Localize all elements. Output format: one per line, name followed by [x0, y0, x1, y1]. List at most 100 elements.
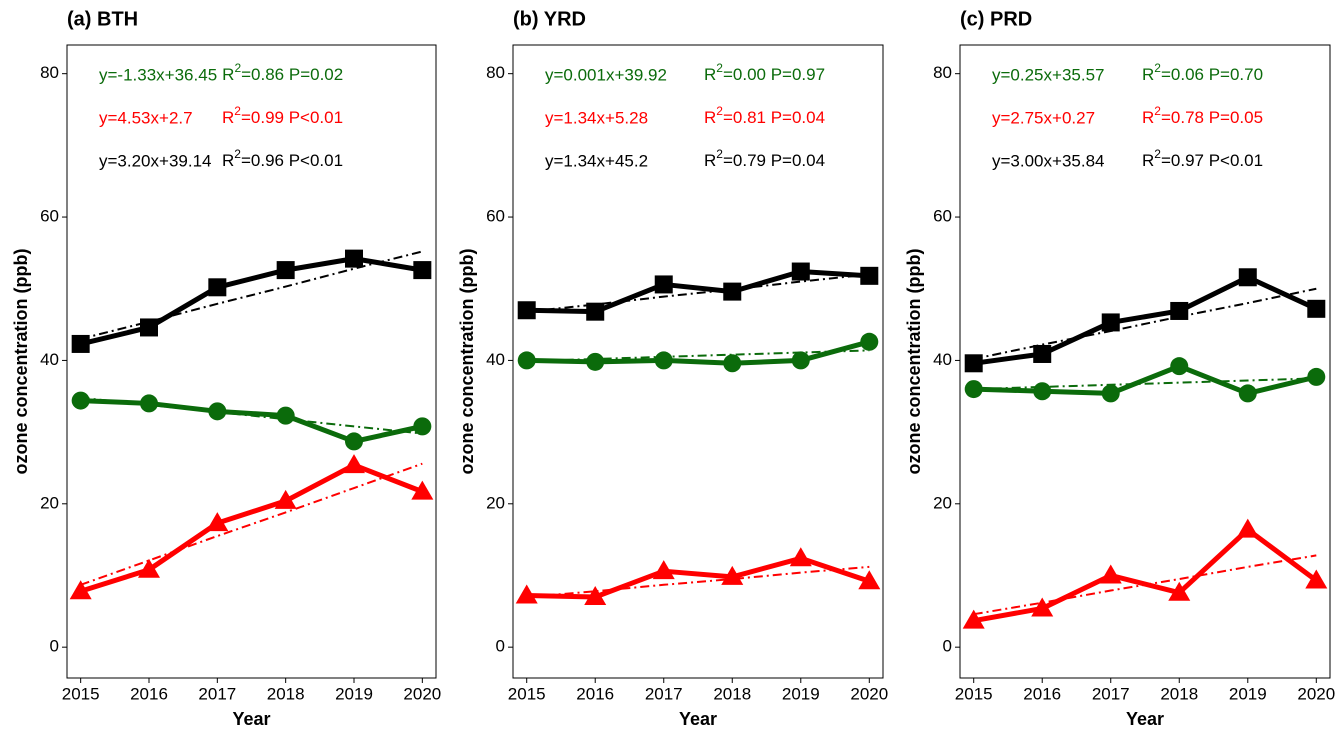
y-tick-label: 0: [943, 637, 952, 656]
marker: [71, 391, 90, 410]
r-stats: =0.06 P=0.70: [1161, 65, 1263, 84]
series-line: [973, 363, 1317, 396]
equation: y=2.75x+0.27: [992, 108, 1095, 127]
series-line: [973, 274, 1318, 366]
x-tick-label: 2019: [335, 684, 373, 703]
y-tick-label: 40: [40, 350, 59, 369]
y-tick-label: 80: [486, 63, 505, 82]
marker: [652, 560, 675, 580]
marker: [413, 417, 432, 436]
marker: [206, 512, 229, 532]
y-tick-label: 60: [40, 207, 59, 226]
marker: [208, 278, 227, 297]
x-axis-label: Year: [232, 709, 270, 729]
x-tick-label: 2015: [955, 684, 993, 703]
x-tick-label: 2019: [1229, 684, 1267, 703]
marker: [411, 480, 434, 500]
x-tick-label: 2020: [403, 684, 441, 703]
marker: [1101, 313, 1120, 332]
marker: [343, 454, 365, 474]
r-stats: =0.79 P=0.04: [723, 151, 825, 170]
r-superscript: 2: [234, 61, 241, 75]
x-tick-label: 2020: [1297, 684, 1335, 703]
x-tick-label: 2020: [850, 684, 888, 703]
x-tick-label: 2018: [1160, 684, 1198, 703]
marker: [858, 570, 881, 590]
marker: [517, 301, 536, 320]
trend-line: [973, 377, 1317, 391]
r-superscript: 2: [716, 104, 723, 118]
r-label: R: [222, 65, 234, 84]
equation: y=0.001x+39.92: [545, 65, 667, 84]
marker: [1168, 581, 1191, 601]
series-line: [526, 339, 870, 366]
r-stats: =0.86 P=0.02: [241, 65, 343, 84]
equation: y=-1.33x+36.45: [99, 65, 217, 84]
r-squared: R2=0.00 P=0.97: [704, 61, 825, 84]
marker: [962, 609, 985, 629]
marker: [721, 565, 744, 585]
marker: [1307, 299, 1326, 318]
r-label: R: [222, 108, 234, 127]
r-superscript: 2: [234, 147, 241, 161]
equation: y=1.34x+45.2: [545, 151, 648, 170]
x-tick-label: 2017: [198, 684, 236, 703]
y-tick-label: 80: [40, 63, 59, 82]
r-label: R: [704, 65, 716, 84]
marker: [1170, 301, 1189, 320]
marker: [208, 402, 227, 421]
r-label: R: [1142, 65, 1154, 84]
marker: [274, 489, 297, 509]
marker: [860, 332, 879, 351]
marker: [1170, 357, 1189, 376]
marker: [140, 318, 158, 337]
panel-title: (c) PRD: [960, 8, 1032, 30]
r-squared: R2=0.99 P<0.01: [222, 104, 343, 127]
marker: [723, 282, 742, 301]
y-tick-label: 60: [486, 207, 505, 226]
marker: [584, 585, 607, 605]
x-tick-label: 2017: [1092, 684, 1130, 703]
marker: [1305, 569, 1328, 589]
r-label: R: [1142, 108, 1154, 127]
marker: [1238, 268, 1257, 287]
marker: [1099, 564, 1122, 584]
series-line: [526, 555, 871, 600]
x-tick-label: 2018: [267, 684, 305, 703]
y-tick-label: 20: [486, 493, 505, 512]
trend-line: [526, 273, 870, 313]
r-superscript: 2: [1154, 104, 1161, 118]
marker: [138, 558, 160, 578]
series-line: [526, 269, 870, 315]
y-tick-label: 0: [50, 637, 59, 656]
marker: [586, 352, 605, 371]
marker: [71, 334, 90, 353]
r-superscript: 2: [1154, 147, 1161, 161]
equation: y=0.25x+35.57: [992, 65, 1104, 84]
r-stats: =0.78 P=0.05: [1161, 108, 1263, 127]
r-squared: R2=0.96 P<0.01: [222, 147, 343, 170]
trend-line: [80, 462, 423, 586]
r-label: R: [704, 108, 716, 127]
r-stats: =0.97 P<0.01: [1161, 151, 1263, 170]
y-tick-label: 40: [486, 350, 505, 369]
r-squared: R2=0.81 P=0.04: [704, 104, 825, 127]
y-axis-label: ozone concentration (ppb): [457, 249, 477, 475]
marker: [723, 354, 742, 373]
y-tick-label: 40: [933, 350, 952, 369]
r-squared: R2=0.06 P=0.70: [1142, 61, 1263, 84]
x-axis-label: Year: [679, 709, 717, 729]
x-tick-label: 2016: [1023, 684, 1061, 703]
marker: [515, 584, 538, 604]
marker: [964, 380, 983, 399]
marker: [1101, 384, 1120, 403]
x-tick-label: 2019: [782, 684, 820, 703]
equation: y=1.34x+5.28: [545, 108, 648, 127]
r-stats: =0.00 P=0.97: [723, 65, 825, 84]
r-superscript: 2: [1154, 61, 1161, 75]
r-squared: R2=0.97 P<0.01: [1142, 147, 1263, 170]
y-axis-label: ozone concentration (ppb): [904, 249, 924, 475]
marker: [586, 302, 605, 321]
marker: [791, 351, 810, 370]
trend-line: [80, 250, 423, 340]
